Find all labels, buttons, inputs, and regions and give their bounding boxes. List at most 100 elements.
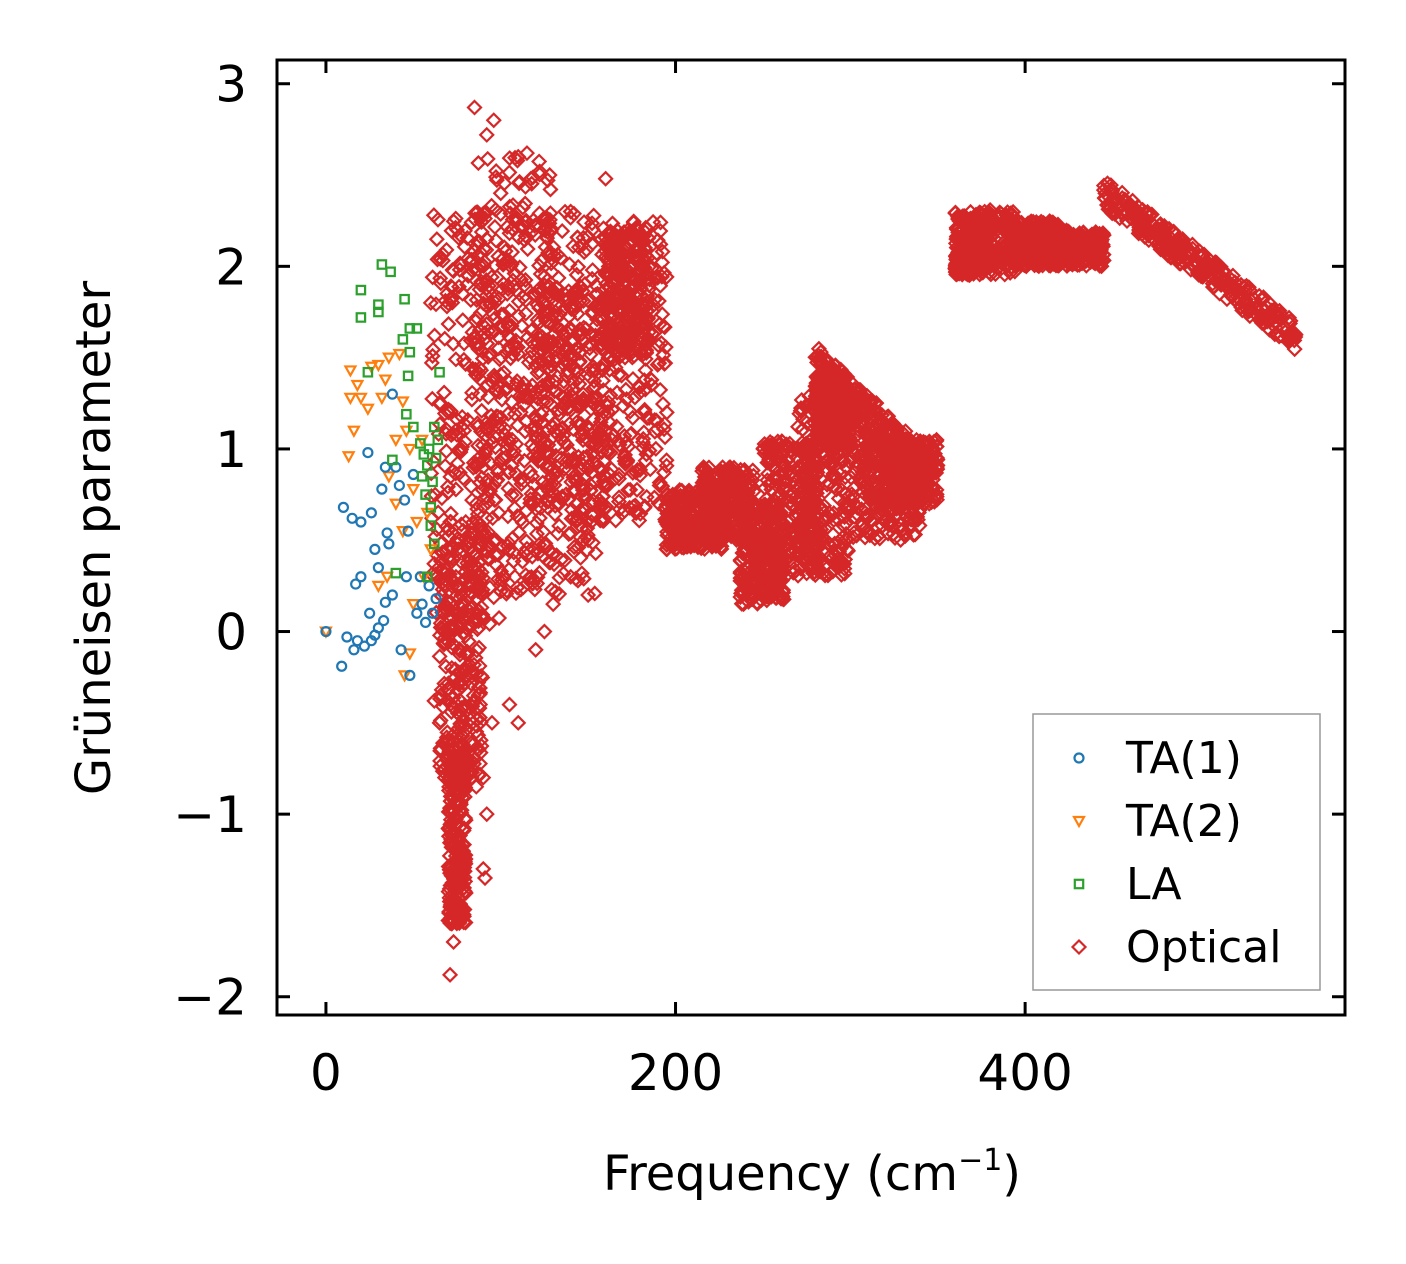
data-point — [826, 478, 843, 495]
data-point — [660, 489, 677, 506]
data-point — [517, 195, 534, 212]
data-point — [948, 221, 965, 238]
data-point — [517, 214, 534, 231]
data-point — [1082, 237, 1099, 254]
data-point — [456, 859, 473, 876]
data-point — [1016, 257, 1033, 274]
data-point — [478, 273, 496, 290]
data-point — [566, 539, 583, 556]
data-point — [548, 438, 565, 455]
data-point — [451, 261, 468, 278]
data-point — [538, 337, 555, 354]
data-point — [1016, 226, 1033, 243]
data-point — [769, 519, 786, 536]
data-point — [584, 270, 601, 287]
data-point — [432, 552, 449, 570]
data-point — [700, 484, 717, 502]
data-point — [468, 309, 485, 326]
data-point — [642, 461, 659, 478]
data-point — [833, 554, 850, 571]
data-point — [906, 512, 923, 529]
data-point — [598, 321, 615, 339]
data-point — [624, 370, 642, 388]
data-point — [504, 211, 521, 228]
data-point — [610, 493, 628, 510]
data-point — [821, 476, 838, 493]
data-point — [822, 548, 839, 565]
data-point — [527, 357, 544, 374]
data-point — [638, 335, 656, 353]
data-point — [505, 553, 522, 570]
data-point — [610, 310, 627, 327]
data-point — [443, 427, 460, 444]
data-point — [928, 481, 945, 498]
data-point — [789, 418, 807, 435]
data-point — [636, 259, 653, 276]
data-point — [535, 353, 552, 370]
data-point — [529, 296, 546, 313]
data-point — [484, 510, 501, 527]
data-point — [533, 406, 550, 423]
data-point — [659, 513, 676, 530]
data-point — [546, 423, 563, 440]
data-point — [796, 445, 813, 462]
data-point — [523, 334, 540, 351]
data-point — [446, 893, 463, 910]
data-point — [513, 317, 530, 335]
data-point — [762, 507, 779, 524]
data-point — [517, 305, 534, 322]
data-point — [559, 362, 577, 379]
data-point — [616, 449, 633, 466]
data-point — [446, 890, 463, 907]
data-point — [445, 870, 462, 888]
data-point — [543, 263, 560, 280]
data-point — [492, 205, 509, 223]
data-point — [1025, 224, 1042, 241]
data-point — [600, 291, 617, 309]
data-point — [656, 421, 673, 438]
data-point — [434, 562, 451, 579]
data-point — [653, 268, 670, 285]
data-point — [598, 475, 615, 492]
data-point — [905, 526, 922, 543]
data-point — [452, 255, 469, 272]
data-point — [568, 266, 585, 283]
data-point — [816, 558, 833, 575]
data-point — [582, 392, 599, 410]
data-point — [425, 341, 442, 358]
data-point — [775, 456, 792, 473]
data-point — [609, 384, 626, 401]
data-point — [1021, 254, 1038, 272]
data-point — [764, 520, 782, 537]
data-point — [456, 879, 473, 896]
data-point — [467, 313, 484, 330]
data-point — [898, 494, 915, 511]
data-point — [490, 609, 508, 627]
data-point — [478, 315, 495, 333]
data-point — [538, 303, 555, 320]
data-point — [558, 323, 575, 340]
data-point — [583, 436, 600, 453]
data-point — [561, 415, 578, 432]
data-point — [777, 504, 794, 521]
data-point — [713, 498, 730, 515]
data-point — [715, 528, 732, 545]
data-point — [529, 311, 546, 328]
data-point — [1075, 228, 1092, 245]
data-point — [546, 247, 563, 264]
data-point — [848, 527, 865, 544]
data-point — [460, 706, 477, 723]
data-point — [761, 567, 778, 584]
data-point — [539, 499, 556, 516]
data-point — [651, 477, 668, 494]
data-point — [440, 520, 457, 537]
data-point — [529, 569, 546, 586]
data-point — [480, 388, 497, 406]
data-point — [540, 304, 558, 321]
data-point — [761, 541, 778, 558]
data-point — [432, 740, 449, 757]
data-point — [949, 208, 966, 225]
data-point — [529, 390, 546, 407]
data-point — [694, 506, 711, 524]
